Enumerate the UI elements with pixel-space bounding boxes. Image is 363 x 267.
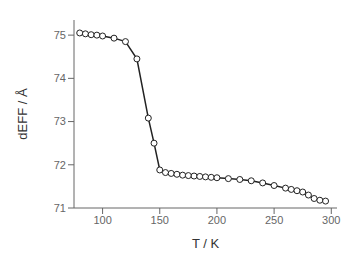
svg-text:250: 250 <box>265 214 283 226</box>
svg-text:73: 73 <box>54 115 66 127</box>
svg-text:150: 150 <box>151 214 169 226</box>
svg-text:dEFF / Å: dEFF / Å <box>15 88 30 140</box>
svg-text:72: 72 <box>54 159 66 171</box>
svg-text:71: 71 <box>54 202 66 214</box>
svg-text:75: 75 <box>54 29 66 41</box>
svg-text:200: 200 <box>208 214 226 226</box>
svg-text:74: 74 <box>54 72 66 84</box>
svg-text:T / K: T / K <box>192 236 220 251</box>
svg-text:300: 300 <box>322 214 340 226</box>
svg-text:100: 100 <box>93 214 111 226</box>
